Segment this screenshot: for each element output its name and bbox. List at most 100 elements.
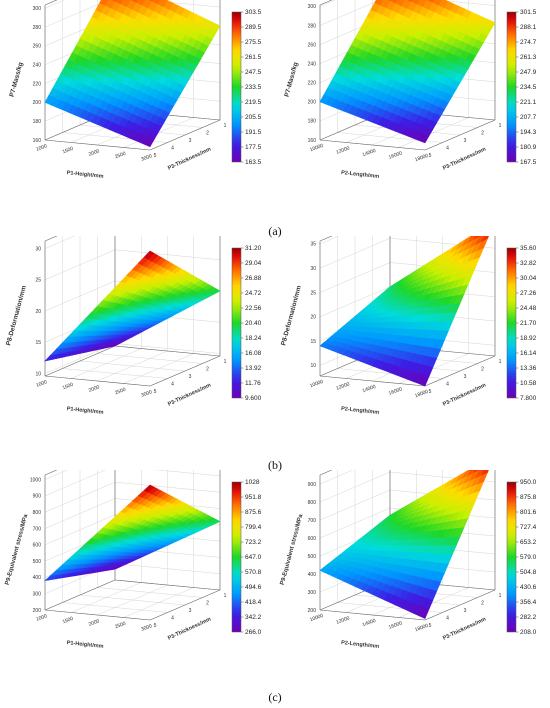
colorbar-tick-label: 570.8 — [245, 569, 262, 576]
x-tick-label: 16000 — [388, 386, 403, 396]
z-tick-label: 700 — [308, 518, 317, 524]
z-tick-label: 15 — [310, 339, 316, 345]
x-axis-label: P2-Length/mm — [341, 640, 380, 650]
colorbar-tick-label: 207.7 — [520, 114, 537, 121]
colorbar-tick-label: 205.5 — [245, 114, 262, 121]
colorbar-tick-label: 24.72 — [245, 290, 262, 297]
y-tick-label: 4 — [446, 146, 449, 152]
x-tick-label: 2000 — [88, 148, 101, 158]
z-tick-label: 200 — [33, 608, 42, 614]
z-tick-label: 400 — [308, 572, 317, 578]
x-tick-label: 18000 — [414, 623, 429, 633]
x-tick-label: 2500 — [114, 151, 127, 161]
colorbar — [231, 247, 242, 399]
x-tick-label: 12000 — [335, 145, 350, 155]
z-tick-label: 35 — [310, 242, 316, 248]
x-axis-label: P2-Length/mm — [341, 170, 380, 180]
colorbar — [506, 481, 517, 633]
z-tick-label: 30 — [310, 266, 316, 272]
y-tick-label: 5 — [154, 153, 157, 159]
colorbar-tick-label: 799.4 — [245, 524, 262, 531]
colorbar-tick-label: 303.5 — [245, 9, 262, 16]
x-tick-label: 3000 — [140, 623, 153, 633]
colorbar-tick-label: 7.800 — [520, 395, 537, 402]
z-tick-label: 500 — [33, 559, 42, 565]
z-axis-label: P7-Mass/kg — [9, 61, 25, 97]
z-tick-label: 30 — [35, 246, 41, 252]
x-tick-label: 1500 — [62, 146, 75, 156]
z-tick-label: 25 — [35, 278, 41, 284]
surface-mesh — [44, 250, 221, 362]
colorbar-tick-label: 418.4 — [245, 599, 262, 606]
colorbar-tick-label: 177.5 — [245, 144, 262, 151]
y-tick-label: 4 — [446, 382, 449, 388]
x-tick-label: 1000 — [35, 613, 48, 623]
y-tick-label: 5 — [429, 389, 432, 395]
colorbar-tick-label: 22.56 — [245, 305, 262, 312]
x-tick-label: 16000 — [388, 620, 403, 630]
y-tick-label: 4 — [171, 382, 174, 388]
y-tick-label: 5 — [154, 623, 157, 629]
colorbar — [231, 11, 242, 163]
y-tick-label: 2 — [206, 601, 209, 607]
x-tick-label: 16000 — [388, 150, 403, 160]
colorbar-tick-label: 647.0 — [245, 554, 262, 561]
colorbar-tick-label: 194.3 — [520, 129, 537, 136]
colorbar-tick-label: 266.0 — [245, 629, 262, 636]
z-tick-label: 700 — [33, 526, 42, 532]
x-axis-label: P1-Height/mm — [66, 170, 104, 180]
z-tick-label: 260 — [308, 42, 317, 48]
z-tick-label: 160 — [33, 138, 42, 144]
x-tick-label: 1500 — [62, 616, 75, 626]
colorbar-tick-label: 801.6 — [520, 509, 537, 516]
y-tick-label: 1 — [499, 593, 502, 599]
x-tick-label: 3000 — [140, 389, 153, 399]
colorbar-tick-label: 288.1 — [520, 24, 537, 31]
colorbar-tick-label: 653.2 — [520, 539, 537, 546]
x-tick-label: 2500 — [114, 621, 127, 631]
colorbar-tick-label: 26.88 — [245, 275, 262, 282]
z-tick-label: 600 — [33, 543, 42, 549]
x-tick-label: 14000 — [362, 618, 377, 628]
y-tick-label: 2 — [481, 367, 484, 373]
chart-b-right: 10 15 20 25 30 35 10000 12000 14000 16000 18000 1 2 3… — [275, 236, 550, 461]
x-tick-label: 2000 — [88, 384, 101, 394]
colorbar-tick-label: 247.5 — [245, 69, 262, 76]
colorbar-tick-label: 950.0 — [520, 479, 537, 486]
colorbar-tick-label: 16.08 — [245, 350, 262, 357]
colorbar — [231, 481, 242, 633]
colorbar-tick-label: 9.600 — [245, 395, 262, 402]
colorbar-tick-label: 247.9 — [520, 69, 537, 76]
surface-plot-svg: 160 180 200 220 240 260 280 300 1000 1500 2000 2500… — [9, 0, 262, 180]
x-tick-label: 1000 — [35, 379, 48, 389]
colorbar-tick-label: 167.5 — [520, 159, 537, 166]
z-tick-label: 800 — [308, 500, 317, 506]
colorbar-tick-label: 191.5 — [245, 129, 262, 136]
y-tick-label: 4 — [171, 146, 174, 152]
colorbar — [506, 11, 517, 163]
colorbar-tick-label: 275.5 — [245, 39, 262, 46]
z-tick-label: 260 — [33, 44, 42, 50]
x-tick-label: 10000 — [309, 613, 324, 623]
surface-mesh — [319, 470, 489, 619]
colorbar-tick-label: 274.7 — [520, 39, 537, 46]
y-tick-label: 3 — [189, 374, 192, 380]
chart-c-right: 200 300 400 500 600 700 800 900 10000 12000 14000 1… — [275, 470, 550, 695]
z-tick-label: 500 — [308, 554, 317, 560]
caption-a: (a) — [268, 224, 282, 238]
chart-c-left: 200 300 400 500 600 700 800 900 1000 1000 1500 2000… — [0, 470, 275, 695]
colorbar-tick-label: 261.5 — [245, 54, 262, 61]
surface-mesh — [319, 236, 489, 387]
colorbar-tick-label: 494.6 — [245, 584, 262, 591]
z-tick-label: 280 — [308, 23, 317, 29]
colorbar-tick-label: 1028 — [245, 479, 260, 486]
colorbar-tick-label: 723.2 — [245, 539, 262, 546]
x-axis-label: P2-Length/mm — [341, 406, 380, 416]
colorbar-tick-label: 234.5 — [520, 84, 537, 91]
colorbar-tick-label: 20.40 — [245, 320, 262, 327]
colorbar-tick-label: 875.8 — [520, 494, 537, 501]
z-tick-label: 240 — [308, 62, 317, 68]
colorbar-tick-label: 31.20 — [245, 245, 262, 252]
y-tick-label: 3 — [464, 374, 467, 380]
surface-plot-svg: 160 180 200 220 240 260 280 300 10000 12000 14000 1… — [284, 0, 537, 180]
